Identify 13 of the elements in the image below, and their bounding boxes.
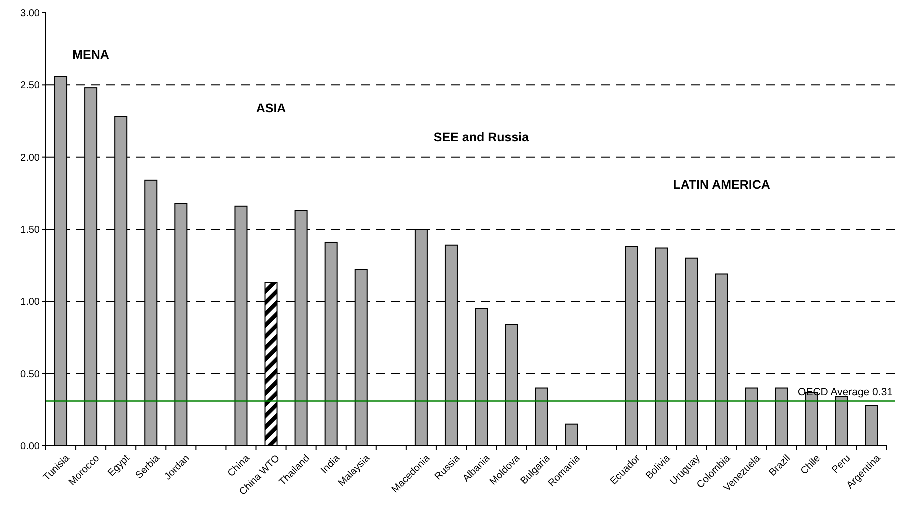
annotation: SEE and Russia — [434, 130, 530, 144]
y-tick-label: 2.00 — [20, 152, 40, 164]
ref-line-label: OECD Average 0.31 — [798, 386, 894, 398]
y-tick-label: 2.50 — [20, 80, 40, 92]
y-tick-label: 1.00 — [20, 297, 40, 308]
x-tick-label: India — [319, 452, 343, 476]
annotation: MENA — [72, 48, 110, 62]
y-tick-label: 1.50 — [20, 225, 40, 236]
y-tick-label: 0.50 — [20, 369, 40, 380]
annotation: ASIA — [256, 102, 286, 116]
y-tick-label: 3.00 — [20, 8, 40, 20]
y-tick-label: 0.00 — [20, 442, 40, 452]
annotation: LATIN AMERICA — [673, 178, 770, 192]
